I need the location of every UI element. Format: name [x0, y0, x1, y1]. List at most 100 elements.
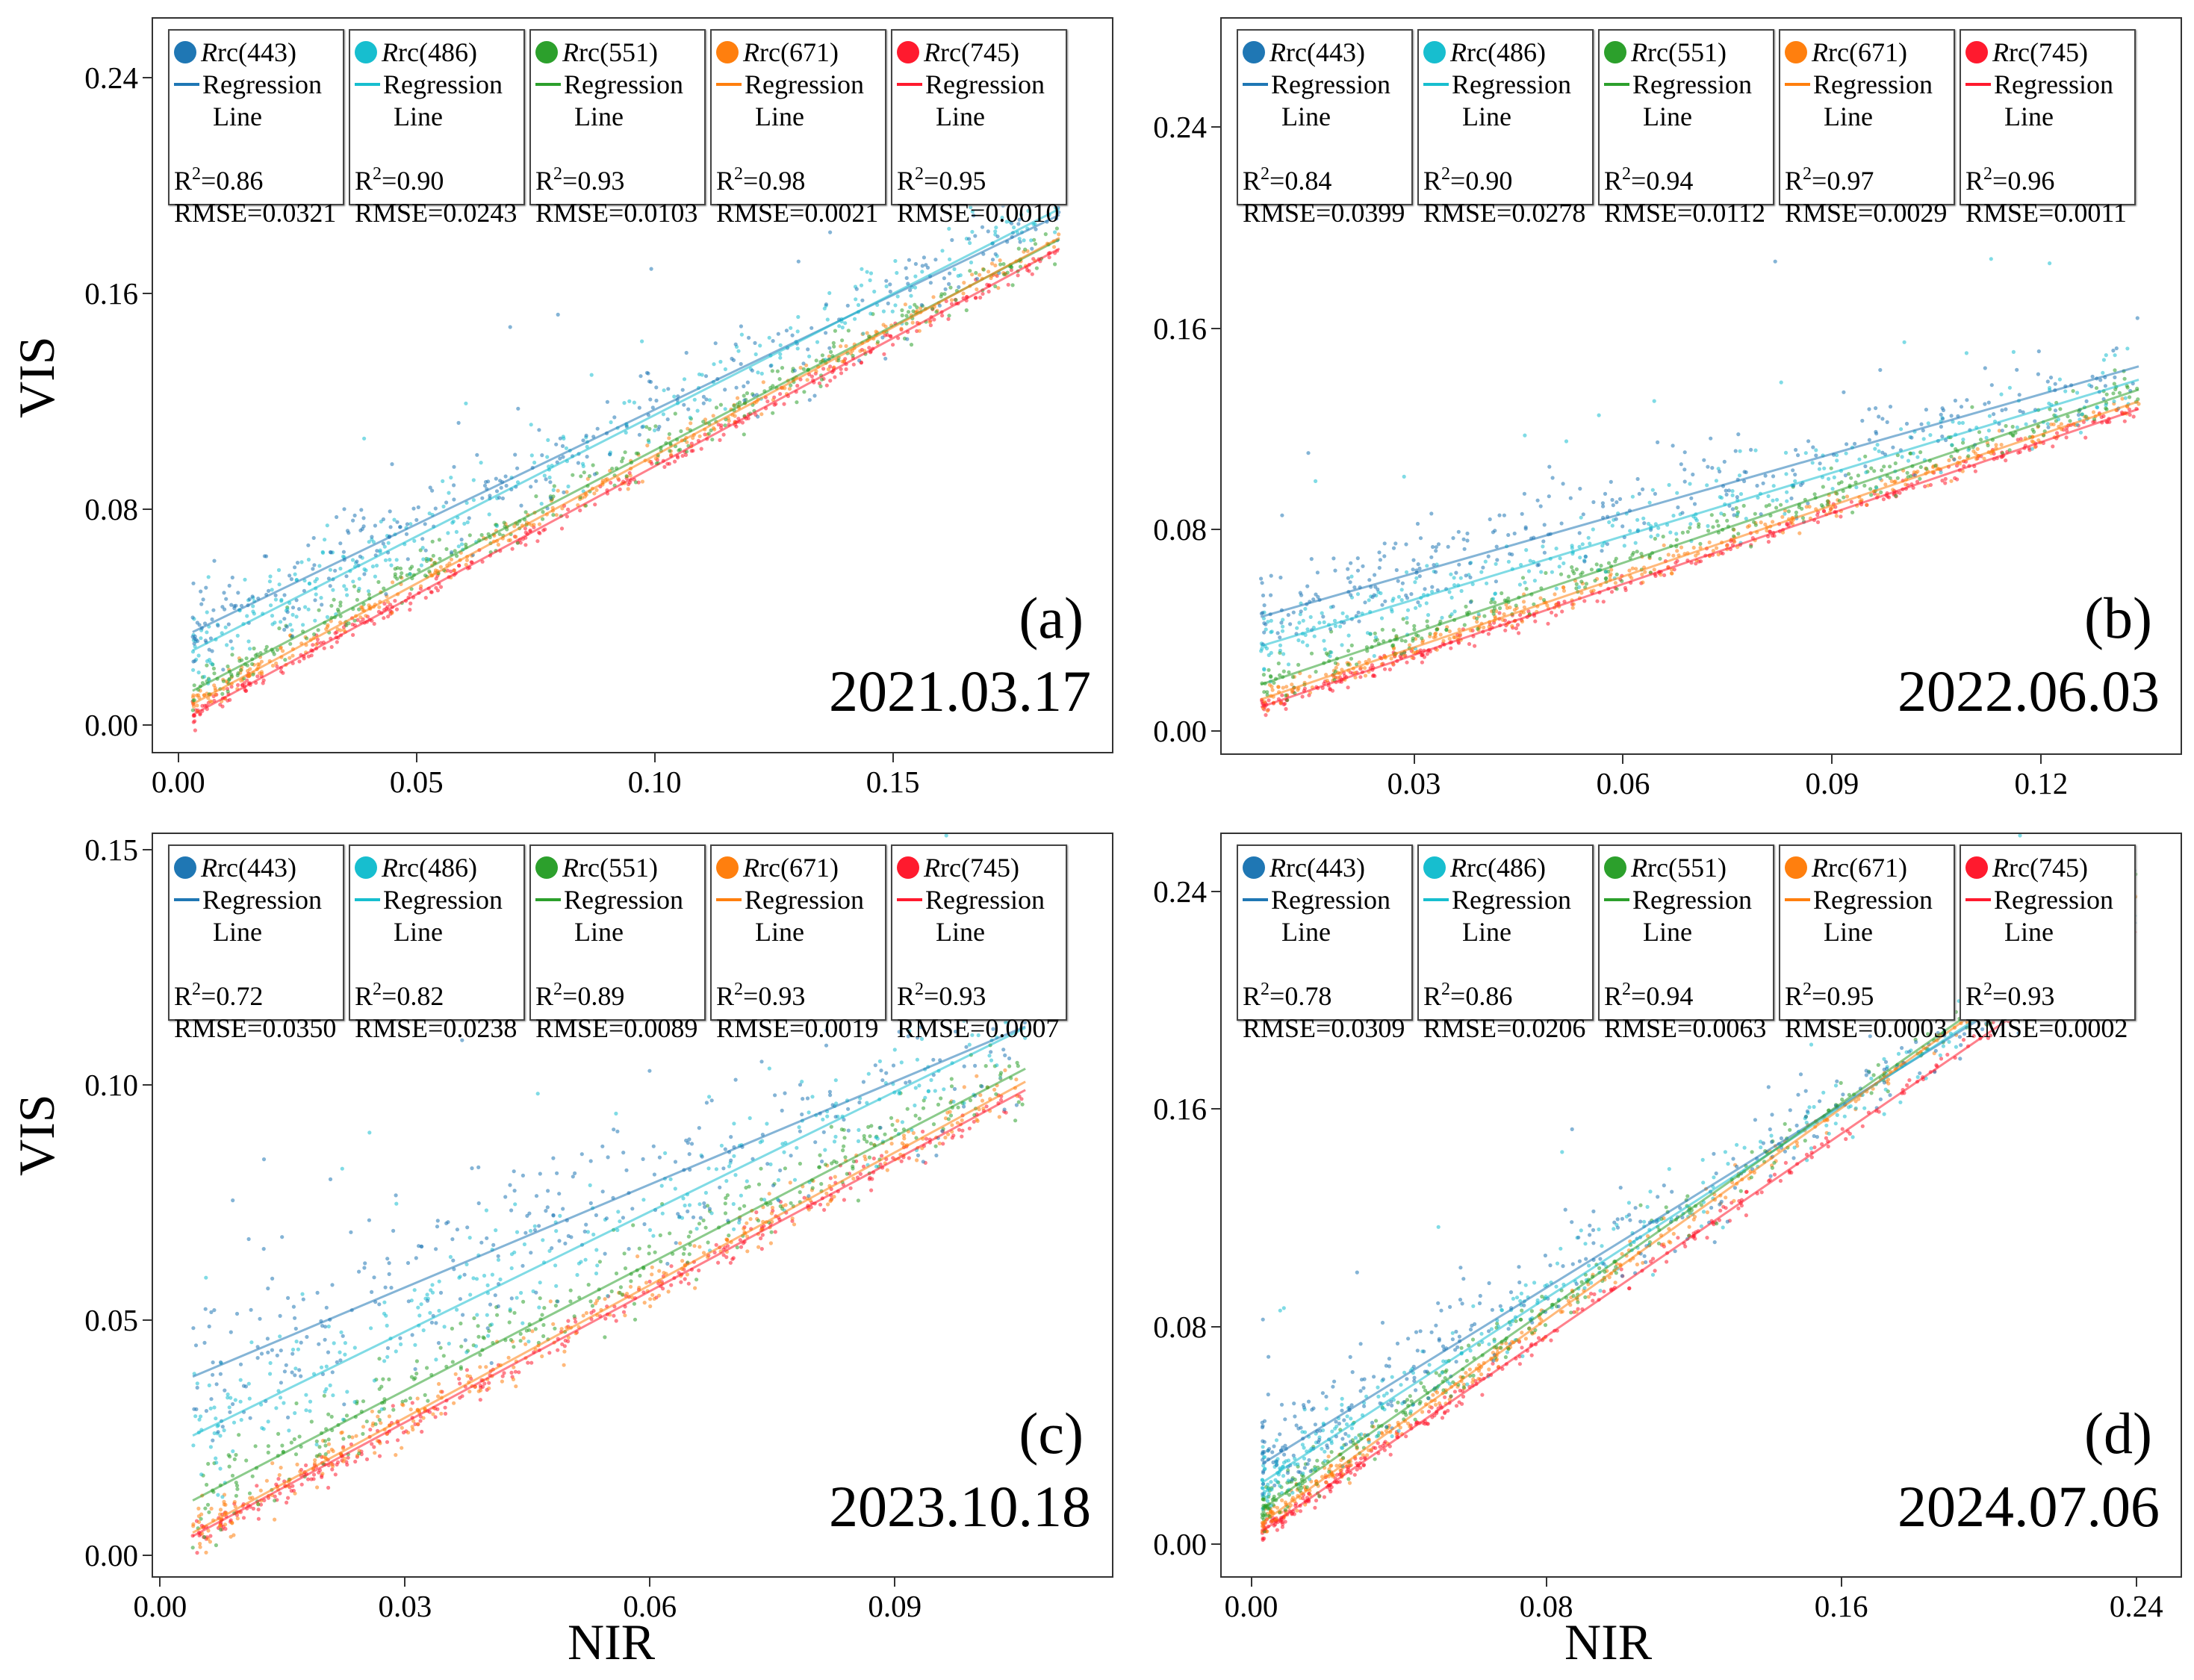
data-point: [1806, 439, 1811, 444]
legend-entry-Rrc(486): Rrc(486) Regression Line R2=0.90 RMSE=0.0243: [349, 29, 525, 228]
data-point: [1635, 550, 1639, 554]
data-point: [1491, 609, 1496, 613]
data-point: [653, 428, 657, 433]
data-point: [388, 525, 393, 529]
data-point: [388, 558, 392, 562]
data-point: [827, 346, 832, 350]
data-point: [1688, 482, 1692, 486]
data-point: [736, 396, 740, 400]
data-point: [1306, 451, 1311, 455]
data-point: [947, 281, 951, 286]
data-point: [1346, 576, 1350, 580]
data-point: [989, 276, 993, 281]
data-point: [332, 597, 336, 602]
data-point: [279, 620, 283, 624]
data-point: [1766, 540, 1771, 544]
data-point: [479, 461, 483, 465]
data-point: [395, 576, 400, 581]
data-point: [1994, 443, 1998, 447]
data-point: [1908, 451, 1912, 455]
data-point: [1505, 606, 1509, 610]
data-point: [1940, 479, 1945, 483]
data-point: [1393, 541, 1398, 546]
data-point: [229, 685, 234, 689]
data-point: [1960, 469, 1965, 473]
data-point: [2051, 444, 2055, 449]
data-point: [381, 517, 385, 522]
data-point: [1485, 581, 1489, 585]
x-tick-mark: [2040, 755, 2042, 764]
data-point: [899, 326, 904, 331]
data-point: [607, 452, 612, 456]
data-point: [488, 494, 492, 498]
data-point: [858, 349, 863, 353]
regression-line-icon: [174, 83, 199, 86]
data-point: [250, 594, 255, 599]
data-point: [1526, 569, 1532, 573]
data-point: [1761, 481, 1765, 485]
data-point: [1610, 497, 1615, 503]
data-point: [437, 538, 441, 542]
y-tick-mark: [1211, 529, 1220, 531]
data-point: [832, 344, 836, 349]
data-point: [1434, 570, 1438, 574]
data-point: [1558, 556, 1562, 561]
data-point: [547, 475, 552, 480]
data-point: [1623, 585, 1627, 590]
data-point: [1570, 565, 1574, 570]
data-point: [1883, 482, 1888, 487]
data-point: [502, 520, 506, 525]
data-point: [538, 531, 542, 535]
data-point: [961, 291, 966, 296]
rmse-value: 0.0103: [624, 198, 698, 228]
data-point: [1262, 668, 1267, 672]
data-point: [1965, 398, 1969, 402]
data-point: [1269, 593, 1273, 597]
data-point: [1924, 408, 1928, 412]
data-point: [2045, 422, 2050, 426]
data-point: [994, 225, 998, 230]
data-point: [711, 426, 716, 431]
data-point: [616, 476, 621, 481]
data-point: [2048, 407, 2052, 411]
data-point: [1633, 541, 1638, 545]
data-point: [1278, 575, 1283, 580]
data-point: [2101, 370, 2105, 375]
data-point: [818, 384, 823, 388]
data-point: [1786, 509, 1791, 514]
data-point: [1554, 547, 1559, 551]
data-point: [1804, 505, 1809, 509]
data-point: [713, 341, 718, 346]
data-point: [2046, 425, 2051, 429]
data-point: [190, 615, 195, 620]
r2-prefix: R2=: [355, 164, 397, 196]
data-point: [1611, 503, 1615, 508]
data-point: [1578, 486, 1582, 491]
data-point: [647, 440, 651, 444]
data-point: [382, 601, 387, 606]
data-point: [454, 529, 459, 535]
data-point: [1860, 418, 1865, 423]
data-point: [1609, 567, 1614, 572]
series-marker-icon: [716, 41, 739, 63]
data-point: [220, 704, 225, 709]
data-point: [1299, 609, 1303, 614]
data-point: [1584, 582, 1588, 586]
data-point: [408, 567, 412, 571]
data-point: [647, 379, 652, 384]
data-point: [1753, 511, 1757, 516]
data-point: [806, 347, 810, 352]
data-point: [1286, 662, 1291, 667]
data-point: [1719, 496, 1724, 500]
data-point: [2056, 417, 2061, 422]
rmse-prefix: RMSE=: [535, 198, 624, 228]
data-point: [888, 282, 892, 287]
data-point: [1400, 581, 1405, 585]
data-point: [1923, 484, 1927, 489]
data-point: [947, 226, 951, 231]
data-point: [1814, 448, 1818, 452]
data-point: [2098, 378, 2103, 382]
data-point: [734, 385, 739, 390]
data-point: [1322, 620, 1326, 625]
data-point: [792, 368, 797, 373]
